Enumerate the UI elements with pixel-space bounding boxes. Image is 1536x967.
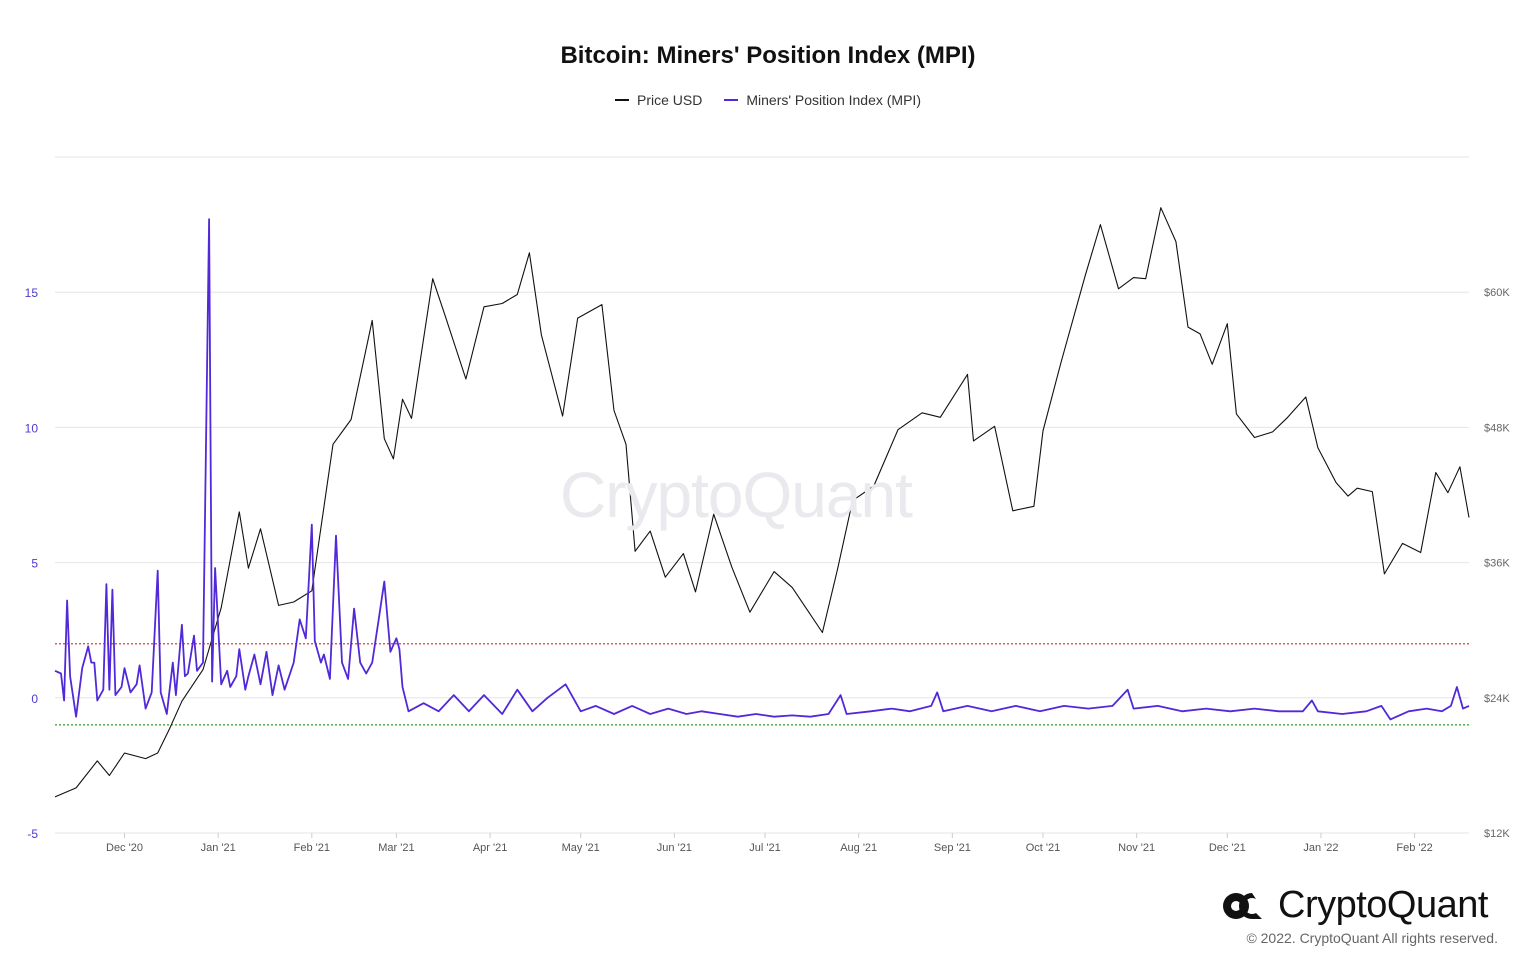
x-tick-label: May '21: [562, 842, 600, 854]
y-right-tick-label: $24K: [1484, 693, 1510, 705]
y-left-tick-label: 10: [25, 421, 39, 435]
legend: Price USD Miners' Position Index (MPI): [0, 92, 1536, 108]
x-tick-label: Mar '21: [378, 842, 414, 854]
y-right-tick-label: $48K: [1484, 422, 1510, 434]
x-tick-label: Dec '20: [106, 842, 143, 854]
copyright: © 2022. CryptoQuant All rights reserved.: [1246, 930, 1498, 946]
y-right-tick-label: $60K: [1484, 287, 1510, 299]
x-tick-label: Nov '21: [1118, 842, 1155, 854]
x-tick-label: Aug '21: [840, 842, 877, 854]
legend-swatch-mpi: [724, 99, 739, 101]
x-tick-label: Jan '22: [1303, 842, 1338, 854]
legend-item-mpi[interactable]: Miners' Position Index (MPI): [724, 92, 921, 108]
brand: CryptoQuant: [1222, 884, 1488, 927]
y-left-tick-label: 0: [31, 692, 38, 706]
x-tick-label: Feb '21: [294, 842, 330, 854]
y-right-tick-label: $36K: [1484, 558, 1510, 570]
x-tick-label: Oct '21: [1026, 842, 1061, 854]
legend-swatch-price: [615, 99, 629, 101]
x-tick-label: Apr '21: [473, 842, 508, 854]
chart-title: Bitcoin: Miners' Position Index (MPI): [560, 42, 976, 69]
brand-name: CryptoQuant: [1278, 884, 1488, 926]
series-line-mpi: [54, 218, 1470, 721]
legend-label-price: Price USD: [637, 92, 703, 108]
y-left-tick-label: -5: [27, 827, 38, 841]
x-tick-label: Dec '21: [1209, 842, 1246, 854]
y-left-tick-label: 5: [31, 557, 38, 571]
x-tick-label: Jul '21: [749, 842, 780, 854]
legend-label-mpi: Miners' Position Index (MPI): [746, 92, 921, 108]
x-tick-label: Jun '21: [657, 842, 692, 854]
series-line-price: [54, 207, 1470, 798]
x-tick-label: Jan '21: [201, 842, 236, 854]
x-tick-label: Sep '21: [934, 842, 971, 854]
y-left-tick-label: 15: [25, 286, 39, 300]
y-right-tick-label: $12K: [1484, 828, 1510, 840]
cryptoquant-logo-icon: [1223, 892, 1262, 919]
legend-item-price[interactable]: Price USD: [615, 92, 702, 108]
x-tick-label: Feb '22: [1396, 842, 1432, 854]
